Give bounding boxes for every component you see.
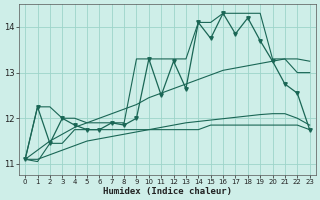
X-axis label: Humidex (Indice chaleur): Humidex (Indice chaleur) — [103, 187, 232, 196]
